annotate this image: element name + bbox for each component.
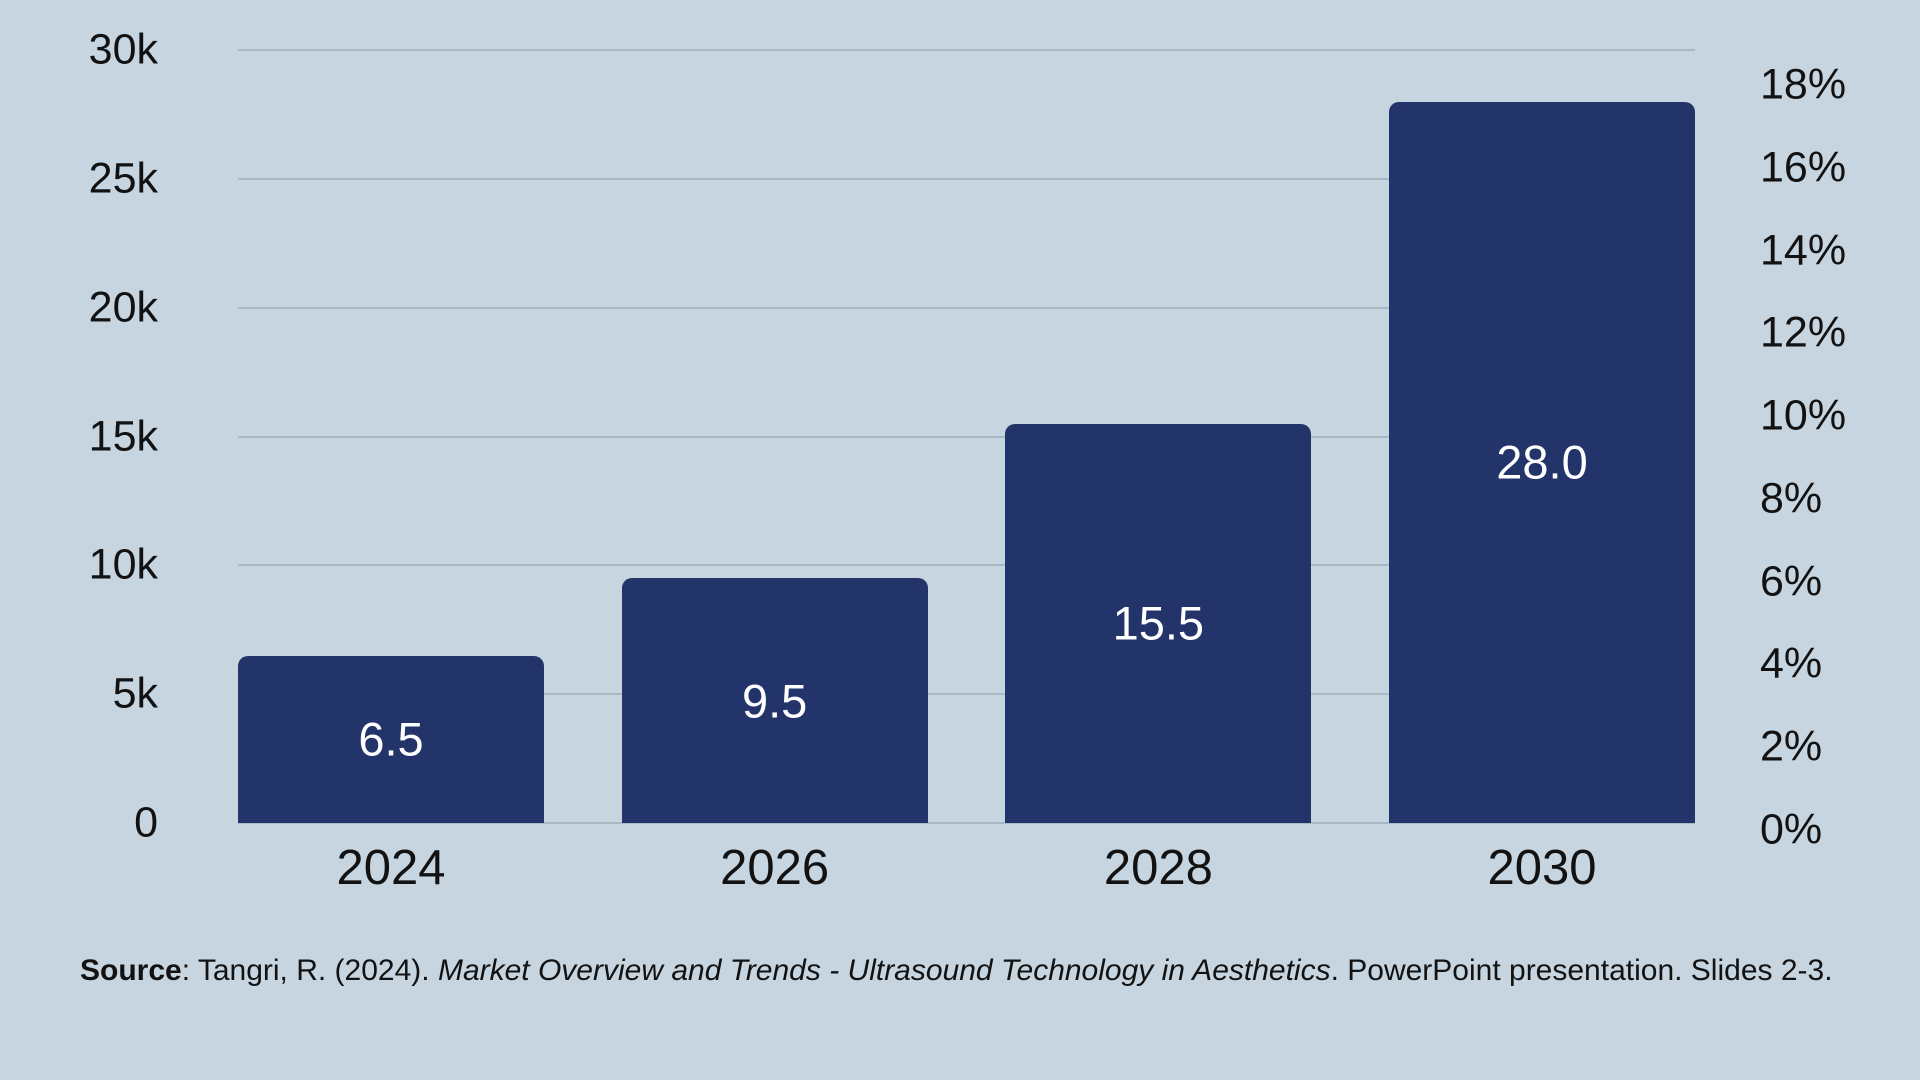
y-axis-tick-left: 5k [112, 669, 158, 718]
bar-value-label: 6.5 [358, 712, 424, 766]
y-axis-tick-left: 30k [88, 25, 158, 74]
gridline [238, 435, 1695, 438]
x-axis-label: 2028 [1103, 841, 1213, 895]
bar-2028: 15.5 [1005, 423, 1312, 823]
y-axis-tick-right: 18% [1760, 60, 1847, 109]
gridline [238, 177, 1695, 180]
source-text-1: : Tangri, R. (2024). [181, 954, 438, 987]
y-axis-tick-right: 12% [1760, 308, 1847, 357]
bar-value-label: 9.5 [741, 674, 808, 728]
y-axis-tick-left: 20k [88, 283, 158, 332]
y-axis-tick-left: 25k [88, 154, 158, 203]
y-axis-tick-right: 0% [1760, 805, 1823, 854]
y-axis-tick-right: 14% [1760, 226, 1847, 275]
bar-2024: 6.5 [238, 655, 544, 823]
y-axis-tick-left: 15k [88, 412, 158, 460]
bar-value-label: 15.5 [1112, 596, 1205, 650]
source-citation: Source: Tangri, R. (2024). Market Overvi… [80, 952, 1833, 990]
bar-value-label: 28.0 [1496, 435, 1588, 489]
bar-2026: 9.5 [621, 578, 928, 823]
y-axis-tick-left: 10k [88, 540, 158, 589]
gridline [238, 693, 1695, 696]
x-axis-label: 2024 [336, 841, 446, 895]
gridline [238, 822, 1695, 824]
y-axis-tick-right: 6% [1760, 557, 1823, 606]
source-title-italic: Market Overview and Trends - Ultrasound … [437, 954, 1331, 987]
y-axis-tick-left: 0 [134, 798, 158, 847]
y-axis-tick-right: 16% [1760, 143, 1847, 192]
source-label: Source [80, 954, 182, 987]
x-axis-label: 2030 [1487, 841, 1597, 895]
y-axis-tick-right: 2% [1760, 722, 1823, 771]
source-text-2: . PowerPoint presentation. Slides 2-3. [1330, 954, 1833, 987]
x-axis-label: 2026 [720, 841, 830, 895]
gridline [238, 564, 1695, 567]
y-axis-tick-right: 8% [1760, 474, 1823, 523]
gridline [238, 306, 1695, 309]
gridline [238, 49, 1695, 51]
y-axis-tick-right: 4% [1760, 639, 1823, 688]
y-axis-tick-right: 10% [1760, 391, 1847, 440]
bar-2030: 28.0 [1389, 101, 1695, 823]
